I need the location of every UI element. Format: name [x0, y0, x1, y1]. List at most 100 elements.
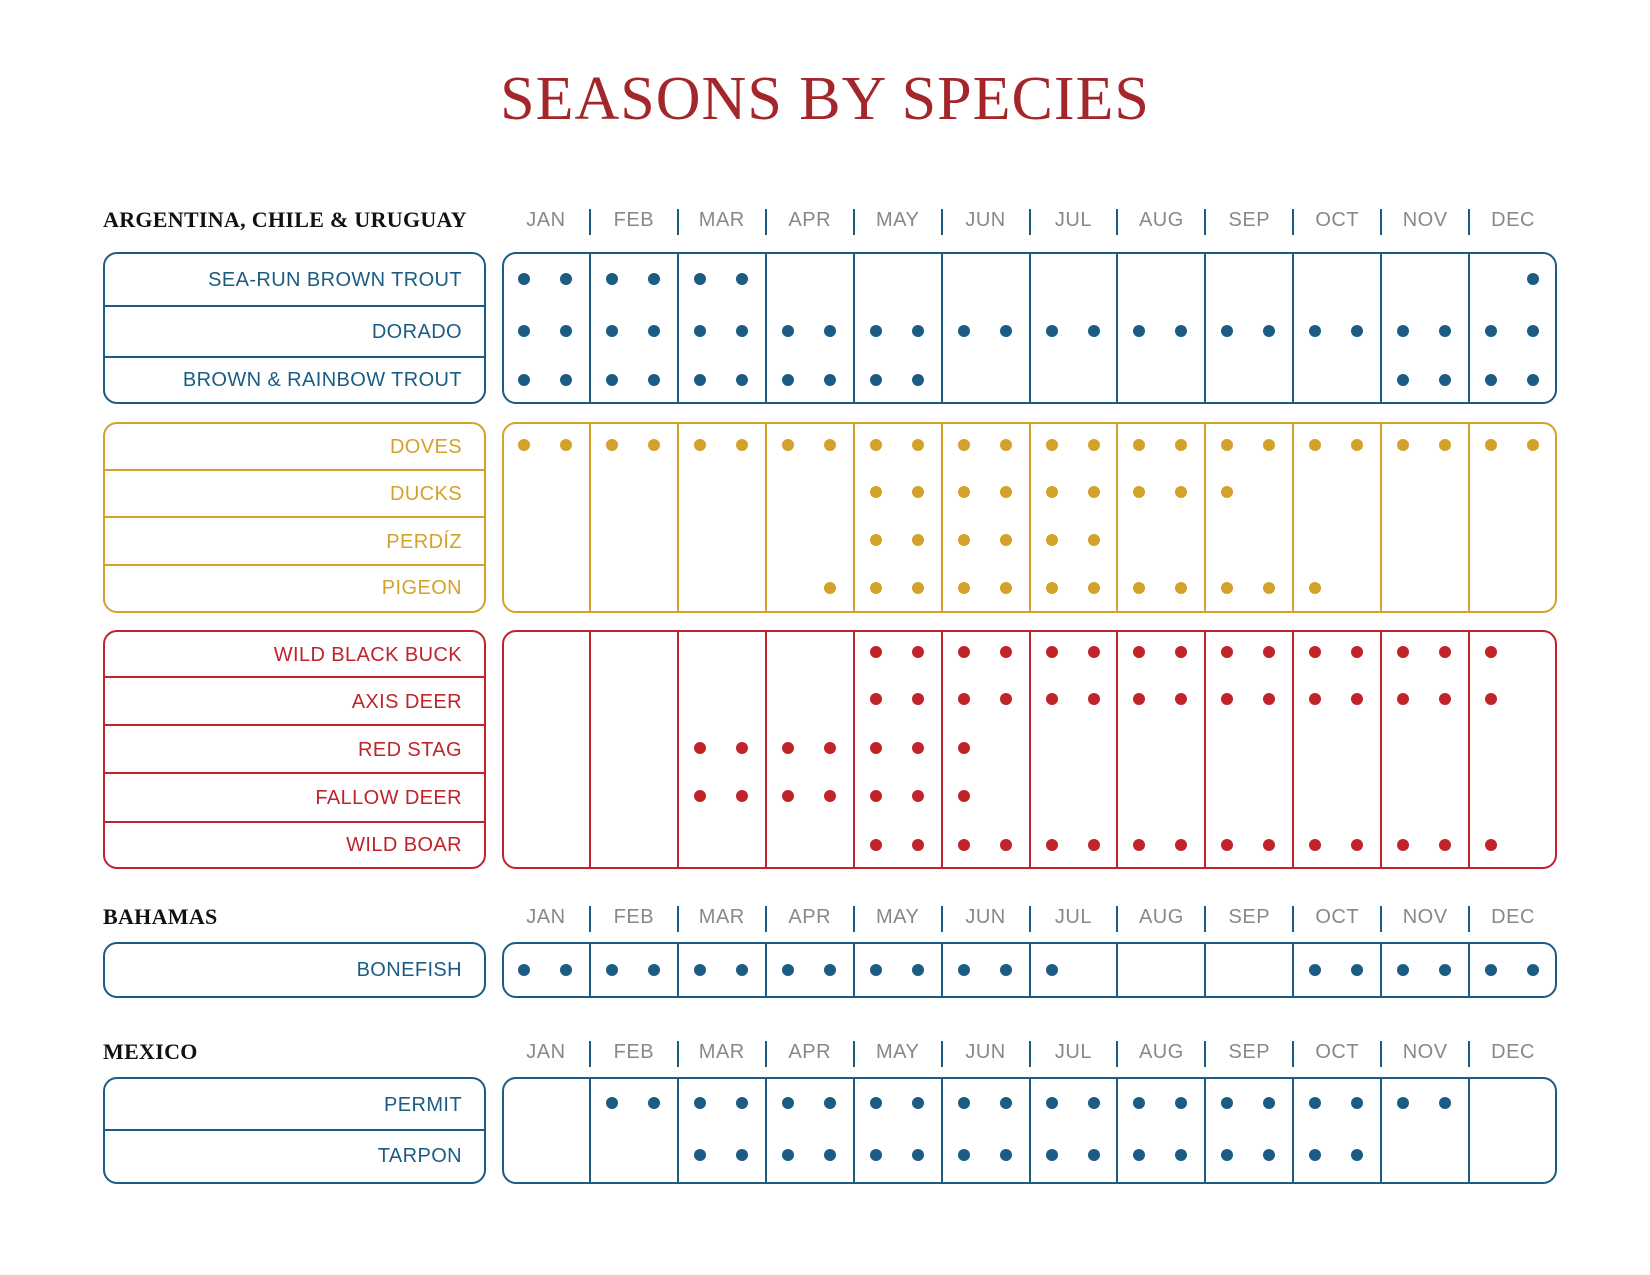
season-dot-axis-deer-oct-late — [1351, 693, 1364, 705]
season-dot-bonefish-nov-late — [1439, 964, 1452, 976]
season-dot-ducks-may-early — [869, 486, 882, 498]
month-label-may: MAY — [875, 906, 920, 928]
month-label-feb: FEB — [613, 1041, 655, 1063]
season-dot-pigeon-jun-late — [999, 582, 1012, 594]
month-divider — [764, 254, 767, 402]
month-label-oct: OCT — [1315, 1041, 1360, 1063]
month-divider — [588, 1079, 591, 1182]
season-dot-fallow-deer-apr-late — [823, 790, 836, 802]
month-divider-tick — [676, 906, 679, 932]
month-divider — [1380, 424, 1383, 611]
game-label-box: WILD BLACK BUCK AXIS DEER RED STAG FALLOW D… — [103, 630, 486, 869]
season-dot-permit-mar-late — [735, 1097, 748, 1109]
month-label-may: MAY — [875, 1041, 920, 1063]
month-label-apr: APR — [788, 209, 832, 231]
season-dot-sea-run-brown-trout-feb-late — [647, 273, 660, 285]
month-label-nov: NOV — [1402, 1041, 1448, 1063]
row-separator — [105, 1129, 484, 1131]
row-separator — [105, 772, 484, 774]
season-dot-tarpon-may-late — [911, 1149, 924, 1161]
season-dot-brown-rainbow-trout-may-early — [869, 374, 882, 386]
month-divider — [1204, 424, 1207, 611]
row-separator — [105, 724, 484, 726]
season-dot-wild-black-buck-aug-late — [1175, 646, 1188, 658]
season-dot-dorado-dec-early — [1485, 325, 1498, 337]
season-dot-red-stag-jun-early — [957, 742, 970, 754]
season-dot-wild-black-buck-may-late — [911, 646, 924, 658]
season-dot-permit-mar-early — [693, 1097, 706, 1109]
season-dot-tarpon-sep-late — [1263, 1149, 1276, 1161]
season-dot-brown-rainbow-trout-jan-late — [560, 374, 572, 386]
month-divider — [1204, 944, 1207, 996]
season-dot-axis-deer-sep-early — [1221, 693, 1234, 705]
season-dot-wild-boar-nov-early — [1397, 839, 1410, 851]
season-dot-wild-black-buck-nov-early — [1397, 646, 1410, 658]
season-dot-wild-black-buck-jun-late — [999, 646, 1012, 658]
month-divider-tick — [1468, 1041, 1471, 1067]
month-divider — [588, 424, 591, 611]
season-dot-pigeon-apr-late — [823, 582, 836, 594]
season-dot-brown-rainbow-trout-nov-late — [1439, 374, 1452, 386]
season-dot-brown-rainbow-trout-apr-late — [823, 374, 836, 386]
season-dot-brown-rainbow-trout-nov-early — [1397, 374, 1410, 386]
row-separator — [105, 564, 484, 566]
season-dot-doves-feb-late — [647, 439, 660, 451]
season-dot-tarpon-oct-early — [1309, 1149, 1322, 1161]
season-dot-tarpon-jun-early — [957, 1149, 970, 1161]
season-dot-wild-black-buck-oct-early — [1309, 646, 1322, 658]
month-label-sep: SEP — [1228, 209, 1271, 231]
season-dot-wild-boar-dec-early — [1485, 839, 1498, 851]
season-dot-bonefish-apr-early — [781, 964, 794, 976]
month-divider — [852, 944, 855, 996]
season-dot-doves-jul-late — [1087, 439, 1100, 451]
month-divider-tick — [588, 906, 591, 932]
month-divider-tick — [588, 209, 591, 235]
month-divider — [764, 944, 767, 996]
season-dot-fallow-deer-mar-late — [735, 790, 748, 802]
season-dot-permit-oct-late — [1351, 1097, 1364, 1109]
season-dot-wild-black-buck-sep-late — [1263, 646, 1276, 658]
month-divider — [1380, 1079, 1383, 1182]
season-dot-perdiz-jun-early — [957, 534, 970, 546]
season-dot-doves-jul-early — [1045, 439, 1058, 451]
species-label-perdiz: PERDÍZ — [386, 530, 462, 553]
season-dot-permit-aug-late — [1175, 1097, 1188, 1109]
season-dot-wild-black-buck-jun-early — [957, 646, 970, 658]
month-divider-tick — [764, 906, 767, 932]
season-dot-brown-rainbow-trout-dec-early — [1485, 374, 1498, 386]
season-dot-tarpon-mar-late — [735, 1149, 748, 1161]
month-divider — [852, 424, 855, 611]
month-label-sep: SEP — [1228, 906, 1271, 928]
month-label-jun: JUN — [965, 1041, 1006, 1063]
season-dot-permit-nov-late — [1439, 1097, 1452, 1109]
season-dot-tarpon-may-early — [869, 1149, 882, 1161]
month-label-dec: DEC — [1491, 906, 1535, 928]
month-divider-tick — [1204, 906, 1207, 932]
season-dot-dorado-jul-early — [1045, 325, 1058, 337]
season-dot-bonefish-jun-early — [957, 964, 970, 976]
season-dot-pigeon-oct-early — [1309, 582, 1322, 594]
season-dot-wild-boar-nov-late — [1439, 839, 1452, 851]
season-dot-bonefish-may-late — [911, 964, 924, 976]
season-dot-doves-mar-early — [693, 439, 706, 451]
season-dot-permit-may-late — [911, 1097, 924, 1109]
month-label-jul: JUL — [1054, 906, 1092, 928]
season-dot-wild-boar-may-early — [869, 839, 882, 851]
season-dot-pigeon-aug-late — [1175, 582, 1188, 594]
season-dot-bonefish-mar-late — [735, 964, 748, 976]
row-separator — [105, 516, 484, 518]
season-dot-pigeon-aug-early — [1133, 582, 1146, 594]
season-dot-dorado-aug-early — [1133, 325, 1146, 337]
month-divider-tick — [1028, 906, 1031, 932]
season-dot-permit-jul-early — [1045, 1097, 1058, 1109]
month-divider — [764, 632, 767, 867]
season-dot-pigeon-jun-early — [957, 582, 970, 594]
season-dot-wild-boar-may-late — [911, 839, 924, 851]
season-dot-ducks-jul-early — [1045, 486, 1058, 498]
season-dot-permit-jun-late — [999, 1097, 1012, 1109]
season-dot-perdiz-may-late — [911, 534, 924, 546]
month-divider — [852, 254, 855, 402]
season-dot-permit-sep-early — [1221, 1097, 1234, 1109]
month-divider — [852, 632, 855, 867]
season-dot-dorado-jan-early — [518, 325, 530, 337]
